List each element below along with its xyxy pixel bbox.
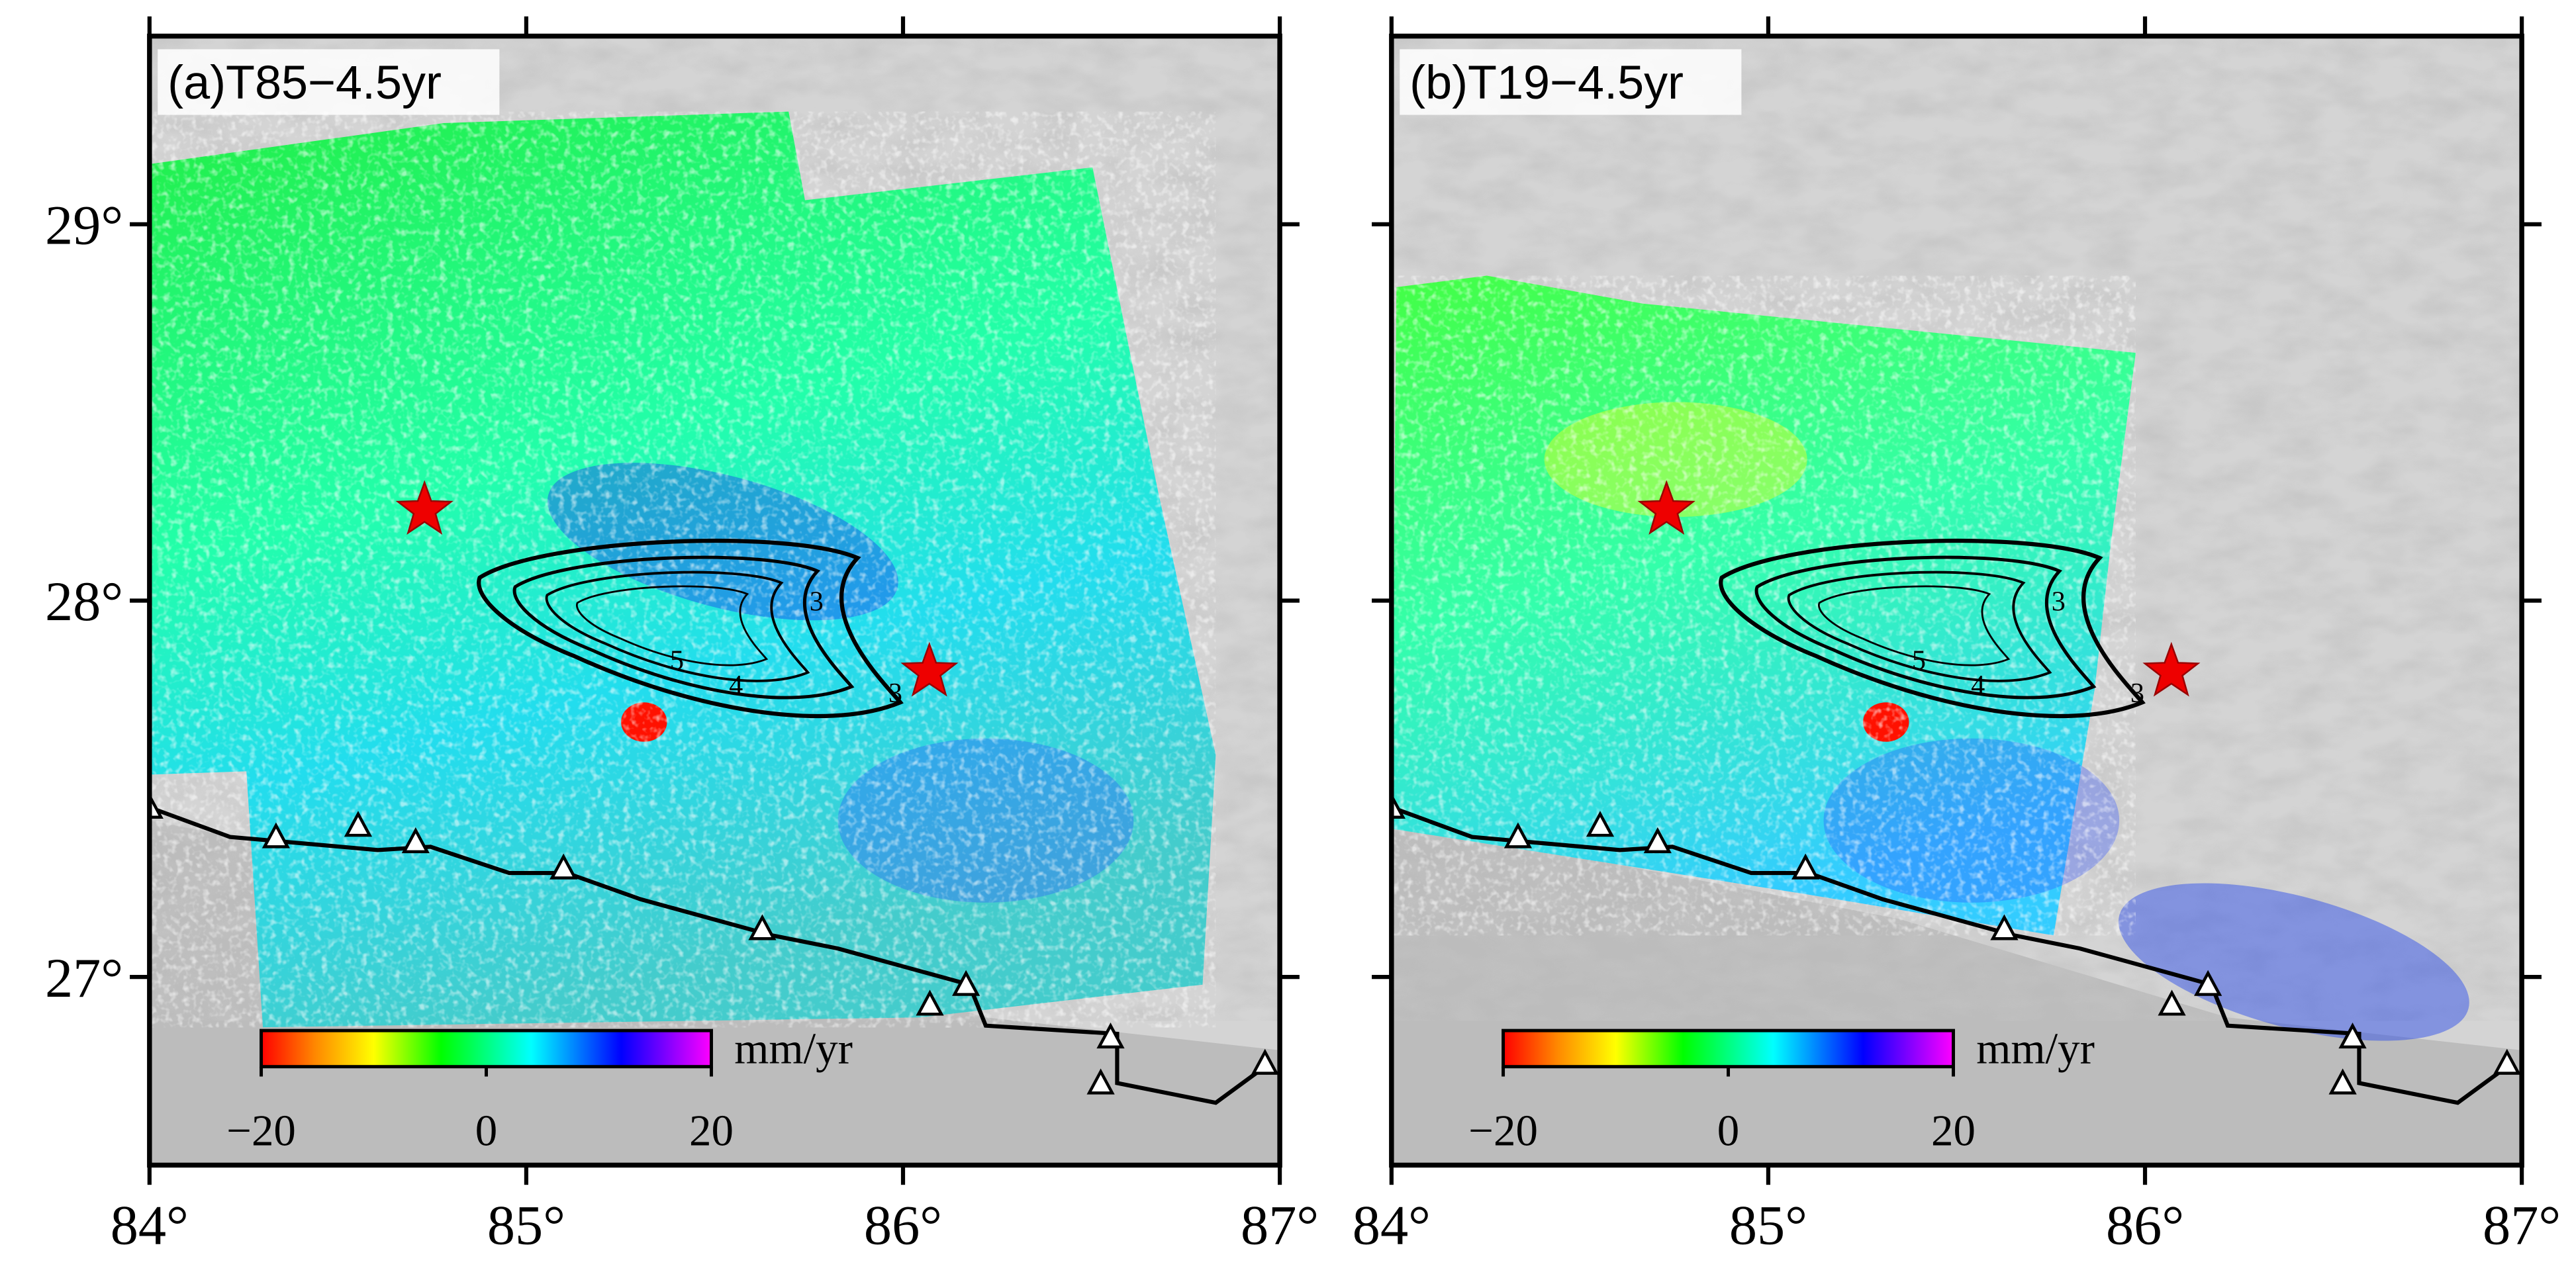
thrust-triangle <box>549 853 578 880</box>
colorbar-unit: mm/yr <box>1976 1025 2095 1074</box>
colorbar-unit: mm/yr <box>734 1025 853 1074</box>
slip-contour <box>1787 571 2052 682</box>
contour-label: 4 <box>729 670 743 701</box>
slip-contour <box>575 585 769 666</box>
map-panel: 3 5 4 3 (b)T19−4.5yr mm/yr −20 0 20 84° 85° 86° 87° <box>1353 16 2561 1256</box>
thrust-triangle <box>916 989 944 1016</box>
thrust-triangle <box>2493 1048 2521 1075</box>
thrust-triangle <box>344 811 373 837</box>
y-tick-label: 28° <box>45 571 123 633</box>
thrust-triangle <box>1643 827 1672 854</box>
contour-label: 5 <box>1912 645 1926 676</box>
y-tick-label: 29° <box>45 195 123 257</box>
title-box <box>1400 49 1742 115</box>
panel-title: (b)T19−4.5yr <box>1409 56 1684 109</box>
contour-label: 3 <box>2052 586 2066 617</box>
contour-label: 3 <box>2130 678 2144 709</box>
x-tick-label: 85° <box>1729 1195 1807 1256</box>
colorbar-tick-label: 20 <box>689 1107 734 1156</box>
thrust-triangle <box>149 792 164 819</box>
y-tick-label: 27° <box>45 948 123 1009</box>
contour-label: 5 <box>670 645 684 676</box>
thrust-triangle <box>2194 970 2222 996</box>
thrust-triangle <box>1086 1068 1115 1095</box>
epicenter-star <box>2142 641 2201 697</box>
epicenter-star <box>900 641 959 697</box>
deformation-layer <box>149 111 1216 1028</box>
thrust-triangle <box>1391 792 1406 819</box>
epicenter-star <box>395 480 453 535</box>
colorbar-tick-label: −20 <box>226 1107 296 1156</box>
x-tick-label: 87° <box>2483 1195 2561 1256</box>
x-tick-label: 86° <box>864 1195 942 1256</box>
thrust-triangle <box>1251 1048 1279 1075</box>
epicenter-star <box>1637 480 1695 535</box>
x-tick-label: 85° <box>487 1195 565 1256</box>
slip-contour <box>545 571 810 682</box>
thrust-triangle <box>1791 853 1820 880</box>
speckle <box>149 111 1216 1028</box>
x-tick-label: 87° <box>1241 1195 1319 1256</box>
colorbar <box>260 1029 713 1069</box>
map-body: 3 5 4 3 <box>1391 36 2522 1166</box>
thrust-triangle <box>1586 811 1615 837</box>
velocity-blob <box>2118 883 2469 1041</box>
colorbar-tick-label: 0 <box>475 1107 497 1156</box>
thrust-triangle <box>1096 1022 1125 1049</box>
x-tick-label: 84° <box>111 1195 189 1256</box>
slip-contour <box>512 555 855 700</box>
slip-contour <box>477 538 904 719</box>
thrust-triangle <box>1990 914 2019 940</box>
contour-label: 3 <box>810 586 824 617</box>
thrust-triangle <box>952 970 980 996</box>
panel-title: (a)T85−4.5yr <box>167 56 442 109</box>
thrust-triangle <box>262 822 291 848</box>
slip-contour <box>1818 585 2011 666</box>
contour-label: 3 <box>888 678 902 709</box>
x-tick-label: 86° <box>2106 1195 2184 1256</box>
slip-contour <box>1719 538 2146 719</box>
colorbar-tick-label: 0 <box>1717 1107 1739 1156</box>
thrust-triangle <box>748 914 777 940</box>
colorbar-tick-label: −20 <box>1468 1107 1538 1156</box>
map-body: 3 5 4 3 <box>149 36 1280 1166</box>
slip-contour <box>1754 555 2097 700</box>
thrust-triangle <box>2158 989 2186 1016</box>
thrust-triangle <box>2328 1068 2357 1095</box>
colorbar <box>1502 1029 1955 1069</box>
x-tick-label: 84° <box>1353 1195 1431 1256</box>
colorbar-tick-label: 20 <box>1931 1107 1976 1156</box>
thrust-triangle <box>1503 822 1533 848</box>
title-box <box>158 49 500 115</box>
thrust-triangle <box>2338 1022 2367 1049</box>
thrust-triangle <box>401 827 430 854</box>
map-panel: 3 5 4 3 (a)T85−4.5yr mm/yr −20 0 20 84° 85° 86° 87° 2… <box>45 16 1319 1256</box>
contour-label: 4 <box>1971 670 1985 701</box>
